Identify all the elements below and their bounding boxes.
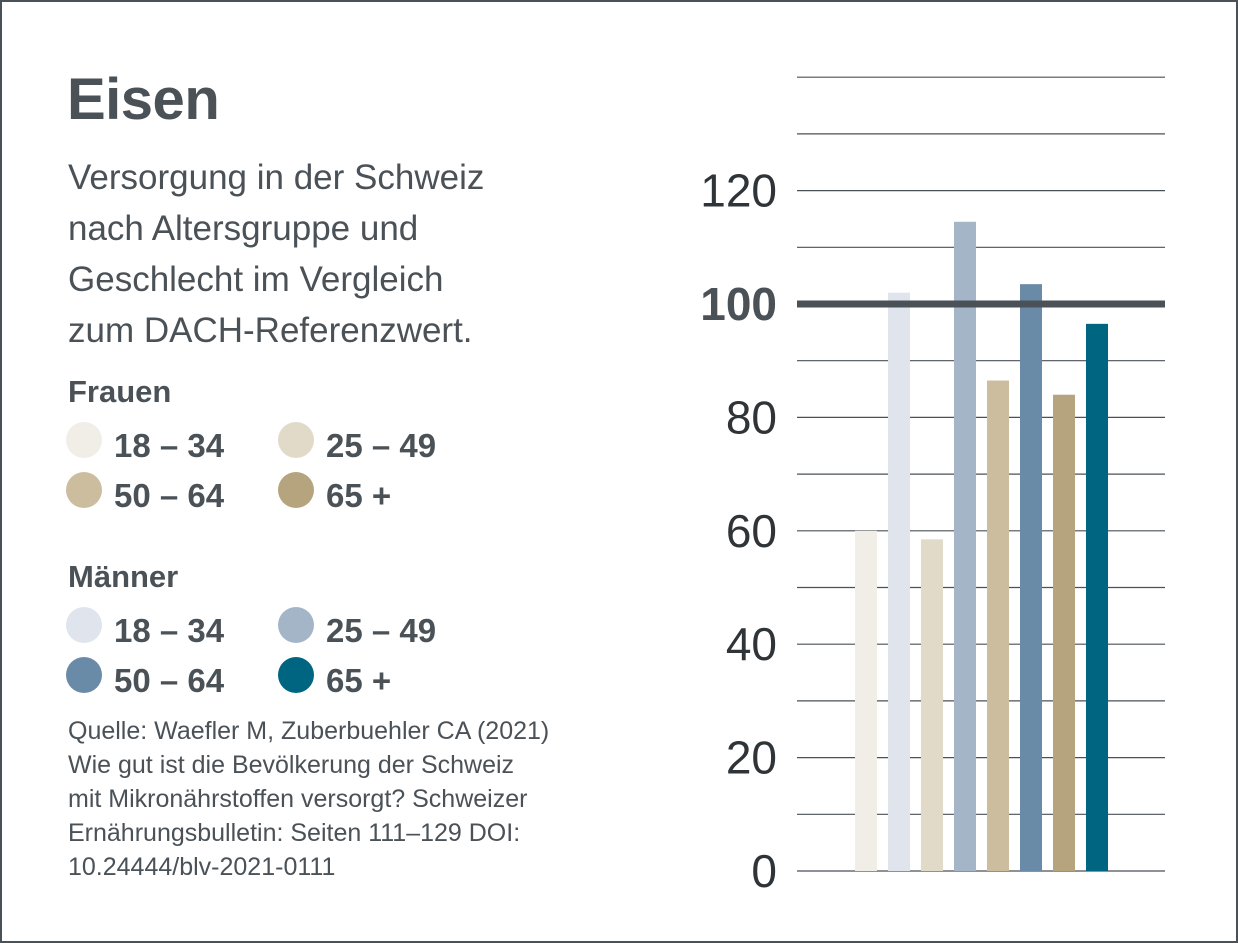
bar — [954, 221, 976, 871]
y-tick-label: 80 — [726, 391, 777, 443]
legend-swatch — [66, 472, 102, 508]
bar — [987, 380, 1009, 871]
bar-chart: 0 20 40 60 80 100 120 — [700, 76, 1165, 897]
legend-item-maenner-25-49: 25 – 49 — [278, 605, 436, 649]
y-tick-label: 0 — [751, 845, 777, 897]
legend-swatch — [278, 657, 314, 693]
legend-swatch — [278, 472, 314, 508]
bar — [921, 539, 943, 871]
legend-label: 65 + — [326, 662, 392, 699]
source-citation: Quelle: Waefler M, Zuberbuehler CA (2021… — [68, 717, 550, 881]
legend-swatch — [278, 607, 314, 643]
bar — [855, 530, 877, 871]
y-tick-label: 20 — [726, 732, 777, 784]
legend-item-maenner-65-plus: 65 + — [278, 655, 391, 699]
legend-item-frauen-25-49: 25 – 49 — [278, 420, 436, 464]
y-axis-tick-labels: 0 20 40 60 80 100 120 — [700, 165, 777, 897]
bar — [1020, 284, 1042, 871]
bar — [1086, 323, 1108, 872]
bar — [1053, 394, 1075, 871]
legend-label: 18 – 34 — [114, 427, 225, 464]
y-tick-label: 100 — [700, 278, 777, 330]
bars — [855, 221, 1108, 872]
y-tick-label: 40 — [726, 618, 777, 670]
bar — [888, 292, 910, 871]
legend-label: 25 – 49 — [326, 427, 437, 464]
legend-item-maenner-18-34: 18 – 34 — [66, 605, 224, 649]
legend-heading-maenner: Männer — [68, 559, 179, 594]
legend-label: 50 – 64 — [114, 662, 225, 699]
legend-swatch — [278, 422, 314, 458]
legend-swatch — [66, 657, 102, 693]
y-tick-label: 60 — [726, 505, 777, 557]
legend-item-frauen-18-34: 18 – 34 — [66, 420, 224, 464]
legend-heading-frauen: Frauen — [68, 374, 172, 409]
subtitle: Versorgung in der Schweiz nach Altersgru… — [68, 158, 485, 350]
legend-swatch — [66, 422, 102, 458]
legend-label: 18 – 34 — [114, 612, 225, 649]
legend-item-maenner-50-64: 50 – 64 — [66, 655, 224, 699]
legend-label: 50 – 64 — [114, 477, 225, 514]
page-title: Eisen — [67, 67, 220, 132]
legend-swatch — [66, 607, 102, 643]
legend-label: 25 – 49 — [326, 612, 437, 649]
legend-item-frauen-65-plus: 65 + — [278, 470, 391, 514]
legend-label: 65 + — [326, 477, 392, 514]
y-tick-label: 120 — [700, 165, 777, 217]
legend-item-frauen-50-64: 50 – 64 — [66, 470, 224, 514]
gridlines — [797, 76, 1165, 872]
